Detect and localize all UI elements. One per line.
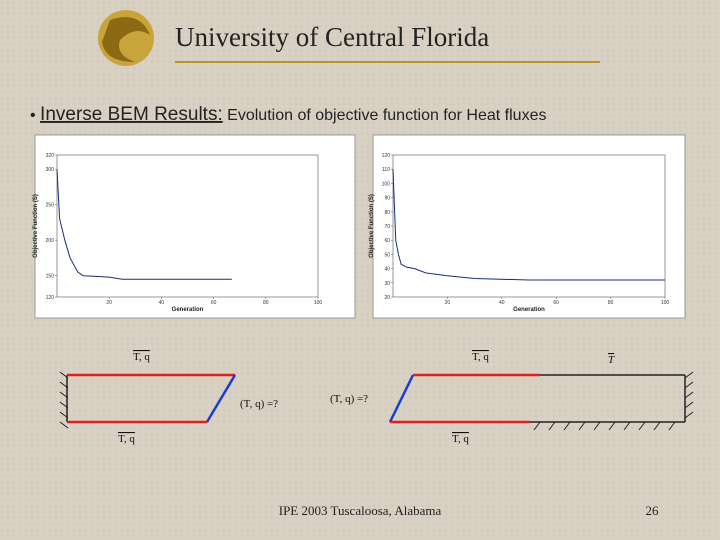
bullet-text: Evolution of objective function for Heat… [227,107,546,124]
diagram-label: T, q [133,351,150,363]
y-tick-label: 200 [46,238,55,244]
header-title: University of Central Florida [175,22,489,52]
y-tick-label: 120 [46,295,55,301]
diagram-label: (T, q) =? [240,398,278,410]
x-tick-label: 40 [159,300,165,306]
plot-area [56,154,319,298]
line [56,169,232,280]
y-axis-label: Objective Function (S) [369,194,375,258]
diagram-label: T [608,354,615,366]
diagram-label: T, q [118,433,135,445]
y-tick-label: 250 [46,203,55,209]
y-tick-label: 300 [46,167,55,173]
x-tick-label: 40 [499,300,505,306]
line [392,169,665,281]
diagram-label: T, q [472,351,489,363]
diagram-label: (T, q) =? [330,393,368,405]
y-tick-label: 320 [46,153,55,159]
y-tick-label: 30 [384,281,390,287]
y-tick-label: 40 [384,267,390,273]
diagram-label: T, q [452,433,469,445]
x-tick-label: 100 [661,300,670,306]
footer-text: IPE 2003 Tuscaloosa, Alabama [279,503,442,518]
y-tick-label: 20 [384,295,390,301]
y-axis-label: Objective Function (S) [33,194,39,258]
bullet: • Inverse BEM Results: Evolution of obje… [30,104,546,125]
logo [98,10,154,66]
x-axis-label: Generation [172,307,204,313]
x-tick-label: 100 [314,300,323,306]
bullet-lead: Inverse BEM Results: [40,104,223,125]
x-tick-label: 20 [445,300,451,306]
x-tick-label: 60 [553,300,559,306]
y-tick-label: 110 [382,167,390,173]
y-tick-label: 120 [382,153,391,159]
y-tick-label: 150 [46,274,55,280]
x-axis-label: Generation [513,307,545,313]
y-tick-label: 80 [384,210,390,216]
x-tick-label: 80 [608,300,614,306]
x-tick-label: 80 [263,300,269,306]
y-tick-label: 60 [384,238,390,244]
x-tick-label: 60 [211,300,217,306]
x-tick-label: 20 [106,300,112,306]
diagram [59,371,694,431]
y-tick-label: 50 [384,252,390,258]
y-tick-label: 90 [384,196,390,202]
page-number: 26 [646,503,660,518]
y-tick-label: 100 [382,181,391,187]
plot-area [392,154,666,298]
y-tick-label: 70 [384,224,390,230]
